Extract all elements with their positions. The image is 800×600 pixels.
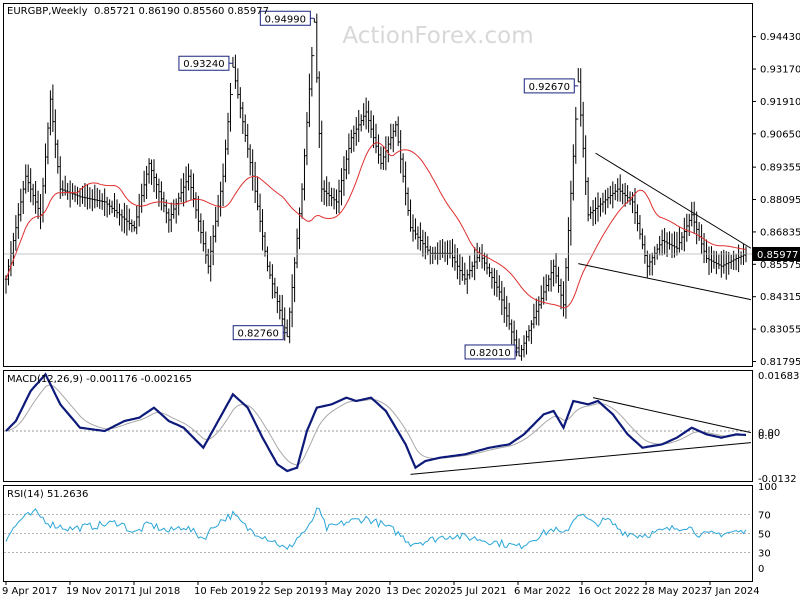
macd-panel-frame (3, 370, 753, 482)
price-candles (4, 13, 748, 361)
time-tick-label: 9 Apr 2017 (2, 586, 57, 597)
price-tick-label: 0.94430 (760, 32, 800, 43)
time-tick-label: 16 Oct 2022 (578, 586, 640, 597)
moving-average-line (5, 142, 747, 309)
rsi-label: RSI(14) 51.2636 (7, 489, 88, 500)
time-tick-label: 28 May 2023 (642, 586, 707, 597)
annotation-box (259, 10, 311, 26)
macd-trendline (410, 442, 751, 475)
time-tick-label: 13 Dec 2020 (386, 586, 450, 597)
annotation-box (232, 325, 284, 341)
rsi-tick-label: 0 (758, 564, 764, 575)
annotation-label: 0.82010 (469, 348, 510, 359)
price-panel: 0.93240 0.94990 0.82760 0.82010 0.92670 (4, 10, 752, 361)
time-tick-label: 3 May 2020 (322, 586, 381, 597)
annotation-box (464, 344, 516, 360)
macd-label: MACD(12,26,9) -0.001176 -0.002165 (7, 374, 192, 385)
watermark: ActionForex.com (342, 23, 533, 49)
price-tick-label: 0.85575 (760, 260, 800, 271)
macd-tick-label: 0.00 (758, 428, 780, 439)
rsi-tick-label: 70 (758, 511, 771, 522)
price-tick-label: 0.90650 (760, 129, 800, 140)
annotation-label: 0.92670 (529, 82, 570, 93)
rsi-tick-label: 50 (758, 530, 771, 541)
time-tick-label: 25 Jul 2021 (450, 586, 507, 597)
price-tick-label: 0.84315 (760, 292, 800, 303)
time-tick-label: 22 Sep 2019 (258, 586, 321, 597)
x-axis: 9 Apr 2017 19 Nov 2017 1 Jul 2018 10 Feb 20… (2, 581, 760, 597)
macd-signal-line (5, 384, 746, 466)
price-tick-label: 0.83055 (760, 325, 800, 336)
time-tick-label: 7 Jan 2024 (706, 586, 760, 597)
macd-trendline (592, 397, 752, 434)
price-trendline (595, 152, 752, 249)
time-tick-label: 1 Jul 2018 (130, 586, 180, 597)
current-price-badge (753, 246, 800, 261)
price-tick-label: 0.81795 (760, 357, 800, 368)
rsi-tick-label: 30 (758, 549, 771, 560)
time-tick-label: 19 Nov 2017 (66, 586, 130, 597)
current-price-label: 0.85977 (757, 250, 798, 261)
price-panel-frame (3, 3, 753, 367)
price-tick-label: 0.93170 (760, 65, 800, 76)
macd-tick-label: -0.0132 (758, 474, 797, 485)
chart-ohlc: 0.85721 0.86190 0.85560 0.85977 (94, 6, 269, 17)
annotation-box (523, 78, 575, 94)
chart-symbol: EURGBP,Weekly (7, 6, 88, 17)
y-axis: 0.94430 0.93170 0.91910 0.90650 0.89355 0.880… (752, 32, 800, 575)
rsi-panel-frame (3, 485, 753, 582)
rsi-tick-label: 100 (758, 482, 777, 493)
rsi-line (5, 507, 747, 551)
price-trendline (578, 263, 752, 301)
price-tick-label: 0.86835 (760, 227, 800, 238)
time-tick-label: 10 Feb 2019 (194, 586, 256, 597)
annotation-label: 0.82760 (238, 329, 279, 340)
annotation-box (178, 55, 230, 71)
macd-tick-label: 0.0 (758, 431, 774, 442)
price-tick-label: 0.91910 (760, 97, 800, 108)
macd-panel (4, 372, 752, 475)
annotation-label: 0.94990 (265, 14, 306, 25)
price-tick-label: 0.88095 (760, 195, 800, 206)
macd-tick-label: 0.016838 (758, 371, 800, 382)
macd-line (5, 372, 747, 473)
annotation-label: 0.93240 (183, 59, 224, 70)
time-tick-label: 6 Mar 2022 (514, 586, 571, 597)
rsi-panel (4, 507, 752, 553)
price-tick-label: 0.89355 (760, 163, 800, 174)
